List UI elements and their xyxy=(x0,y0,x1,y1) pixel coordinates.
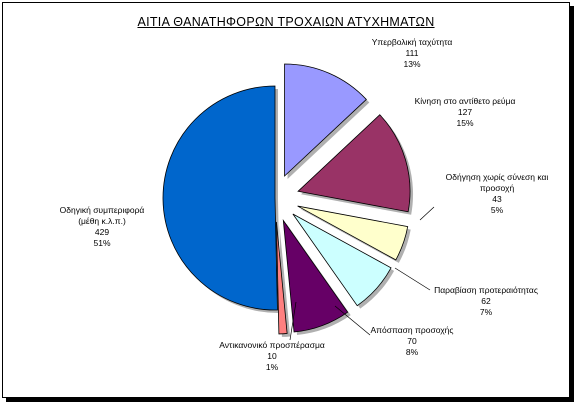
slice-label-0: Υπερβολική ταχύτητα 111 13% xyxy=(372,37,453,69)
pie-slice-3 xyxy=(292,213,392,307)
pie-slice-4 xyxy=(282,219,349,333)
slice-label-4: Απόσπαση προσοχής 70 8% xyxy=(371,325,454,357)
leader-line-4 xyxy=(334,305,371,336)
pie-slice-1 xyxy=(297,114,411,213)
leader-line-5 xyxy=(289,301,297,341)
slice-label-5: Αντικανονικό προσπέρασμα 10 1% xyxy=(219,340,325,372)
slice-label-6: Οδηγική συμπεριφορά (μέθη κ.λ.π.) 429 51% xyxy=(60,205,145,248)
slice-label-2: Οδήγηση χωρίς σύνεση και προσοχή 43 5% xyxy=(446,172,549,215)
leader-line-2 xyxy=(419,206,435,221)
pie-slice-2 xyxy=(297,205,409,261)
slice-label-3: Παραβίαση προτεραιότητας 62 7% xyxy=(434,285,538,317)
leader-line-3 xyxy=(394,267,431,291)
chart-title: ΑΙΤΙΑ ΘΑΝΑΤΗΦΟΡΩΝ ΤΡΟΧΑΙΩΝ ΑΤΥΧΗΜΑΤΩΝ xyxy=(137,15,435,29)
slice-label-1: Κίνηση στο αντίθετο ρεύμα 127 15% xyxy=(415,96,516,128)
pie-slice-6 xyxy=(162,85,278,311)
pie-slice-5 xyxy=(276,221,288,335)
pie-slice-0 xyxy=(284,63,367,177)
